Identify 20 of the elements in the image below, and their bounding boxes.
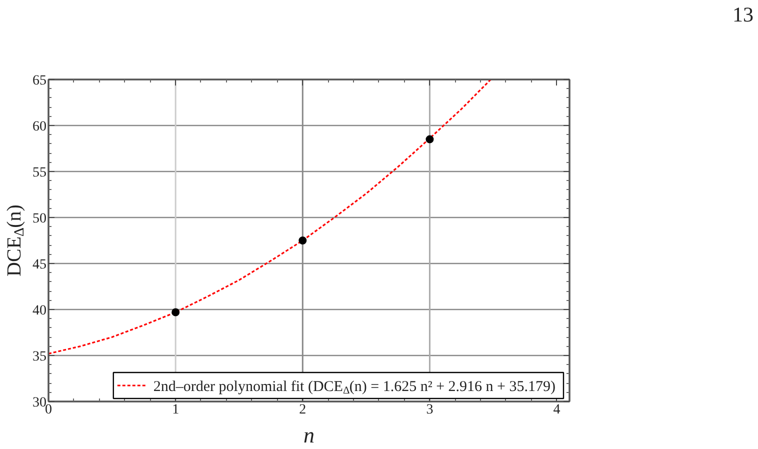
y-tick-label: 65 <box>32 74 46 88</box>
point <box>172 308 180 316</box>
text: 13 <box>732 2 754 26</box>
x-tick-label: 1 <box>172 402 180 418</box>
y-tick-label: 35 <box>32 350 46 364</box>
y-tick-label: 60 <box>32 120 46 134</box>
point <box>298 236 307 244</box>
point <box>426 135 434 144</box>
y-tick-label: 50 <box>32 212 46 226</box>
y-axis-title: DCEΔ(n) <box>4 204 28 276</box>
x-axis-title: n <box>304 422 314 448</box>
x-tick-label: 0 <box>45 402 52 418</box>
line-series <box>48 80 492 354</box>
y-tick-label: 40 <box>32 304 46 318</box>
y-tick-label: 30 <box>32 396 46 410</box>
x-tick-label: 2 <box>299 402 306 418</box>
x-tick-label: 3 <box>426 402 434 418</box>
x-tick-label: 4 <box>553 402 560 418</box>
y-tick-label: 45 <box>32 258 46 272</box>
y-tick-label: 55 <box>32 166 46 180</box>
